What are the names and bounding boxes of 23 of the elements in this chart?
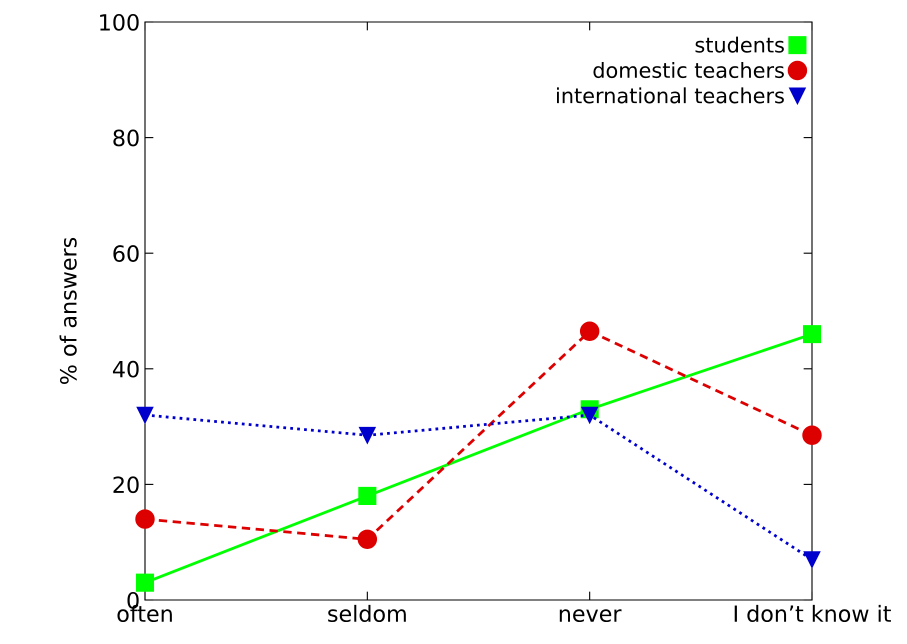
- y-tick-label: 100: [100, 14, 139, 31]
- legend-label: domestic teachers: [593, 62, 784, 78]
- y-axis-title: % of answers: [60, 238, 77, 384]
- x-tick-label: never: [560, 609, 622, 622]
- point: [358, 530, 378, 550]
- point: [802, 325, 822, 344]
- y-tick-label: 40: [112, 360, 139, 378]
- point: [802, 426, 822, 445]
- legend-label: students: [696, 36, 784, 53]
- point: [358, 486, 376, 505]
- point: [136, 406, 154, 424]
- point: [580, 322, 600, 341]
- y-tick-label: 80: [113, 130, 139, 146]
- y-tick-label: 60: [113, 245, 139, 262]
- y-tick-label: 20: [113, 476, 139, 494]
- point: [359, 426, 376, 444]
- point: [135, 509, 155, 529]
- x-tick-label: seldom: [328, 604, 406, 622]
- x-tick-label: I don’t know it: [734, 604, 891, 622]
- point: [804, 551, 820, 568]
- legend-label: international teachers: [557, 87, 784, 104]
- point: [136, 574, 154, 592]
- point: [581, 406, 598, 424]
